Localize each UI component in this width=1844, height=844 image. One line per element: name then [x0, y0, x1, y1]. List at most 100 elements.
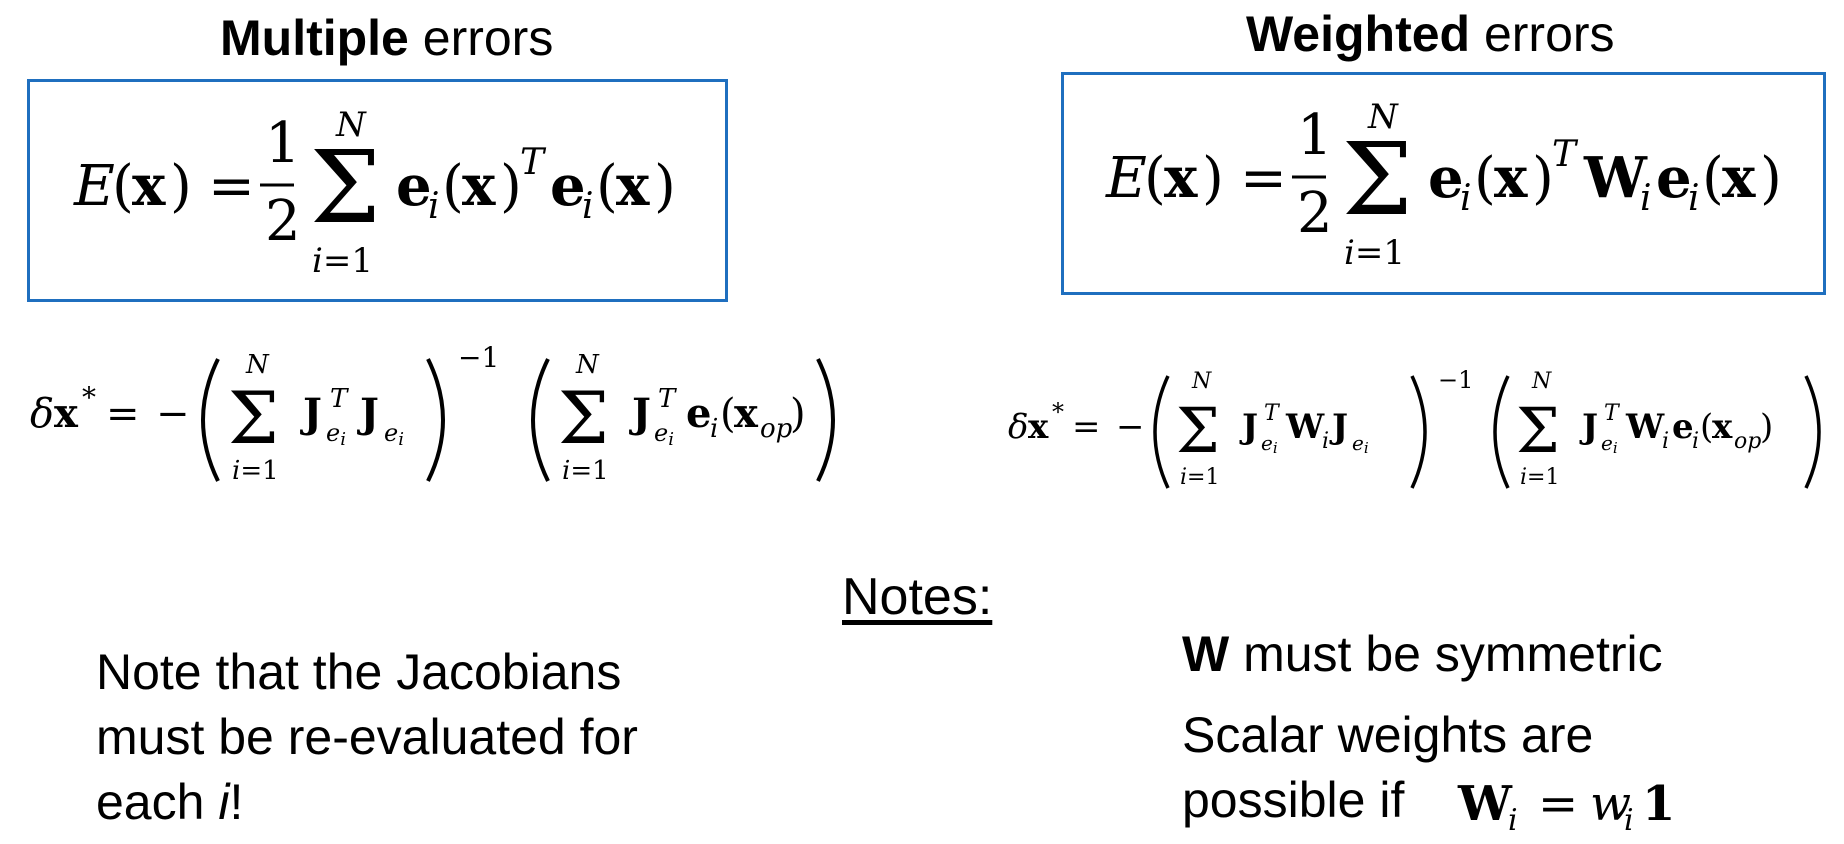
svg-text:N: N [1191, 369, 1212, 394]
svg-text:N: N [1531, 369, 1552, 394]
left-equation: E ( x ) = 1 2 Σ N i=1 e i ( x ) T e i ( … [73, 105, 676, 281]
svg-text:w: w [1590, 776, 1631, 832]
left-note-line-3-post: ! [229, 774, 244, 830]
svg-text:i: i [428, 186, 440, 227]
svg-text:(: ( [1702, 146, 1724, 211]
left-note-line-2: must be re-evaluated for [96, 709, 638, 765]
svg-text:i: i [1692, 429, 1699, 454]
svg-text:(: ( [1144, 146, 1166, 211]
notes-heading: Notes: [842, 568, 993, 626]
svg-text:): ) [1760, 146, 1782, 211]
svg-text:δ: δ [30, 391, 54, 437]
svg-text:(: ( [442, 154, 464, 219]
svg-text:J: J [300, 390, 322, 437]
left-title-bold: Multiple [220, 10, 409, 66]
svg-text:Σ: Σ [228, 376, 279, 460]
svg-text:i=1: i=1 [312, 241, 373, 281]
svg-text:): ) [654, 154, 676, 219]
left-note-line-3-pre: each [96, 774, 219, 830]
svg-text:x: x [616, 153, 650, 219]
svg-text:J: J [1239, 407, 1258, 447]
right-note-line-1-rest: must be symmetric [1229, 626, 1663, 682]
svg-text:): ) [170, 154, 192, 219]
svg-text:ei: ei [1261, 431, 1278, 457]
svg-text:−: − [156, 391, 190, 437]
svg-text:T: T [1604, 401, 1621, 426]
right-note-scalar: Scalar weights are possible if [1182, 703, 1593, 833]
left-update-equation: δ x * = − Σ N i=1 J T ei J ei −1 Σ N i=1… [30, 341, 835, 486]
left-title: Multiple errors [220, 8, 553, 68]
svg-text:J: J [1329, 407, 1348, 447]
svg-text:x: x [1028, 407, 1049, 447]
svg-text:1: 1 [1642, 776, 1675, 832]
svg-text:=: = [1240, 146, 1287, 211]
right-note-w: W [1182, 626, 1230, 682]
svg-text:i=1: i=1 [1344, 233, 1405, 273]
svg-text:ei: ei [1601, 431, 1618, 457]
svg-text:x: x [1164, 145, 1198, 211]
svg-text:E: E [73, 154, 115, 219]
svg-text:−1: −1 [458, 341, 499, 374]
left-note-line-1: Note that the Jacobians [96, 644, 622, 700]
svg-text:1: 1 [265, 111, 301, 176]
svg-text:(: ( [720, 391, 736, 437]
right-equation: E ( x ) = 1 2 Σ N i=1 e i ( x ) T W i e … [1105, 97, 1782, 273]
left-title-rest: errors [408, 10, 554, 66]
scalar-weight-formula: W i = w i 1 [1457, 776, 1675, 838]
svg-text:x: x [462, 153, 496, 219]
svg-text:i: i [1508, 803, 1518, 838]
svg-text:x: x [1494, 145, 1528, 211]
svg-text:i: i [710, 414, 718, 444]
svg-text:N: N [575, 350, 600, 380]
svg-text:2: 2 [1297, 181, 1333, 246]
svg-text:i=1: i=1 [1520, 465, 1559, 490]
svg-text:i=1: i=1 [1180, 465, 1219, 490]
svg-text:i: i [1322, 429, 1329, 454]
svg-text:J: J [1579, 407, 1598, 447]
svg-text:=: = [208, 154, 255, 219]
svg-text:N: N [335, 105, 367, 145]
svg-text:ei: ei [384, 419, 404, 450]
svg-text:x: x [54, 390, 79, 437]
left-note: Note that the Jacobians must be re-evalu… [96, 640, 638, 835]
svg-text:e: e [1656, 145, 1692, 211]
svg-text:op: op [760, 414, 793, 444]
svg-text:op: op [1734, 429, 1761, 454]
svg-text:T: T [1264, 401, 1281, 426]
svg-text:J: J [629, 390, 651, 437]
svg-text:i: i [1460, 178, 1472, 219]
svg-text:ei: ei [1352, 431, 1369, 457]
right-title-rest: errors [1470, 6, 1615, 62]
svg-text:x: x [1722, 145, 1756, 211]
left-equation-box [27, 79, 728, 302]
svg-text:W: W [1625, 407, 1665, 447]
svg-text:x: x [734, 390, 759, 437]
right-equation-box [1061, 72, 1826, 295]
svg-text:): ) [1760, 407, 1773, 447]
svg-text:(: ( [112, 154, 134, 219]
svg-text:): ) [1532, 146, 1554, 211]
svg-text:W: W [1457, 776, 1513, 832]
svg-text:i=1: i=1 [562, 456, 609, 486]
svg-text:e: e [396, 153, 432, 219]
svg-text:N: N [1367, 97, 1399, 137]
svg-text:J: J [357, 390, 379, 437]
svg-text:e: e [686, 390, 711, 437]
svg-text:T: T [330, 384, 349, 414]
right-note-symmetric: W must be symmetric [1182, 622, 1663, 687]
svg-text:e: e [1428, 145, 1464, 211]
svg-text:i: i [1662, 429, 1669, 454]
svg-text:Σ: Σ [310, 129, 381, 246]
svg-text:ei: ei [326, 419, 346, 450]
svg-text:*: * [1052, 398, 1064, 426]
svg-text:Σ: Σ [558, 376, 609, 460]
svg-text:=: = [1072, 407, 1101, 447]
svg-text:ei: ei [654, 419, 674, 450]
svg-text:i: i [582, 186, 594, 227]
svg-text:e: e [550, 153, 586, 219]
right-note-line-2: Scalar weights are [1182, 707, 1594, 763]
right-update-equation: δ x * = − Σ N i=1 J T ei W i J ei −1 Σ N… [1008, 366, 1821, 490]
right-title: Weighted errors [1246, 4, 1615, 64]
svg-text:(: ( [596, 154, 618, 219]
svg-text:N: N [245, 350, 270, 380]
